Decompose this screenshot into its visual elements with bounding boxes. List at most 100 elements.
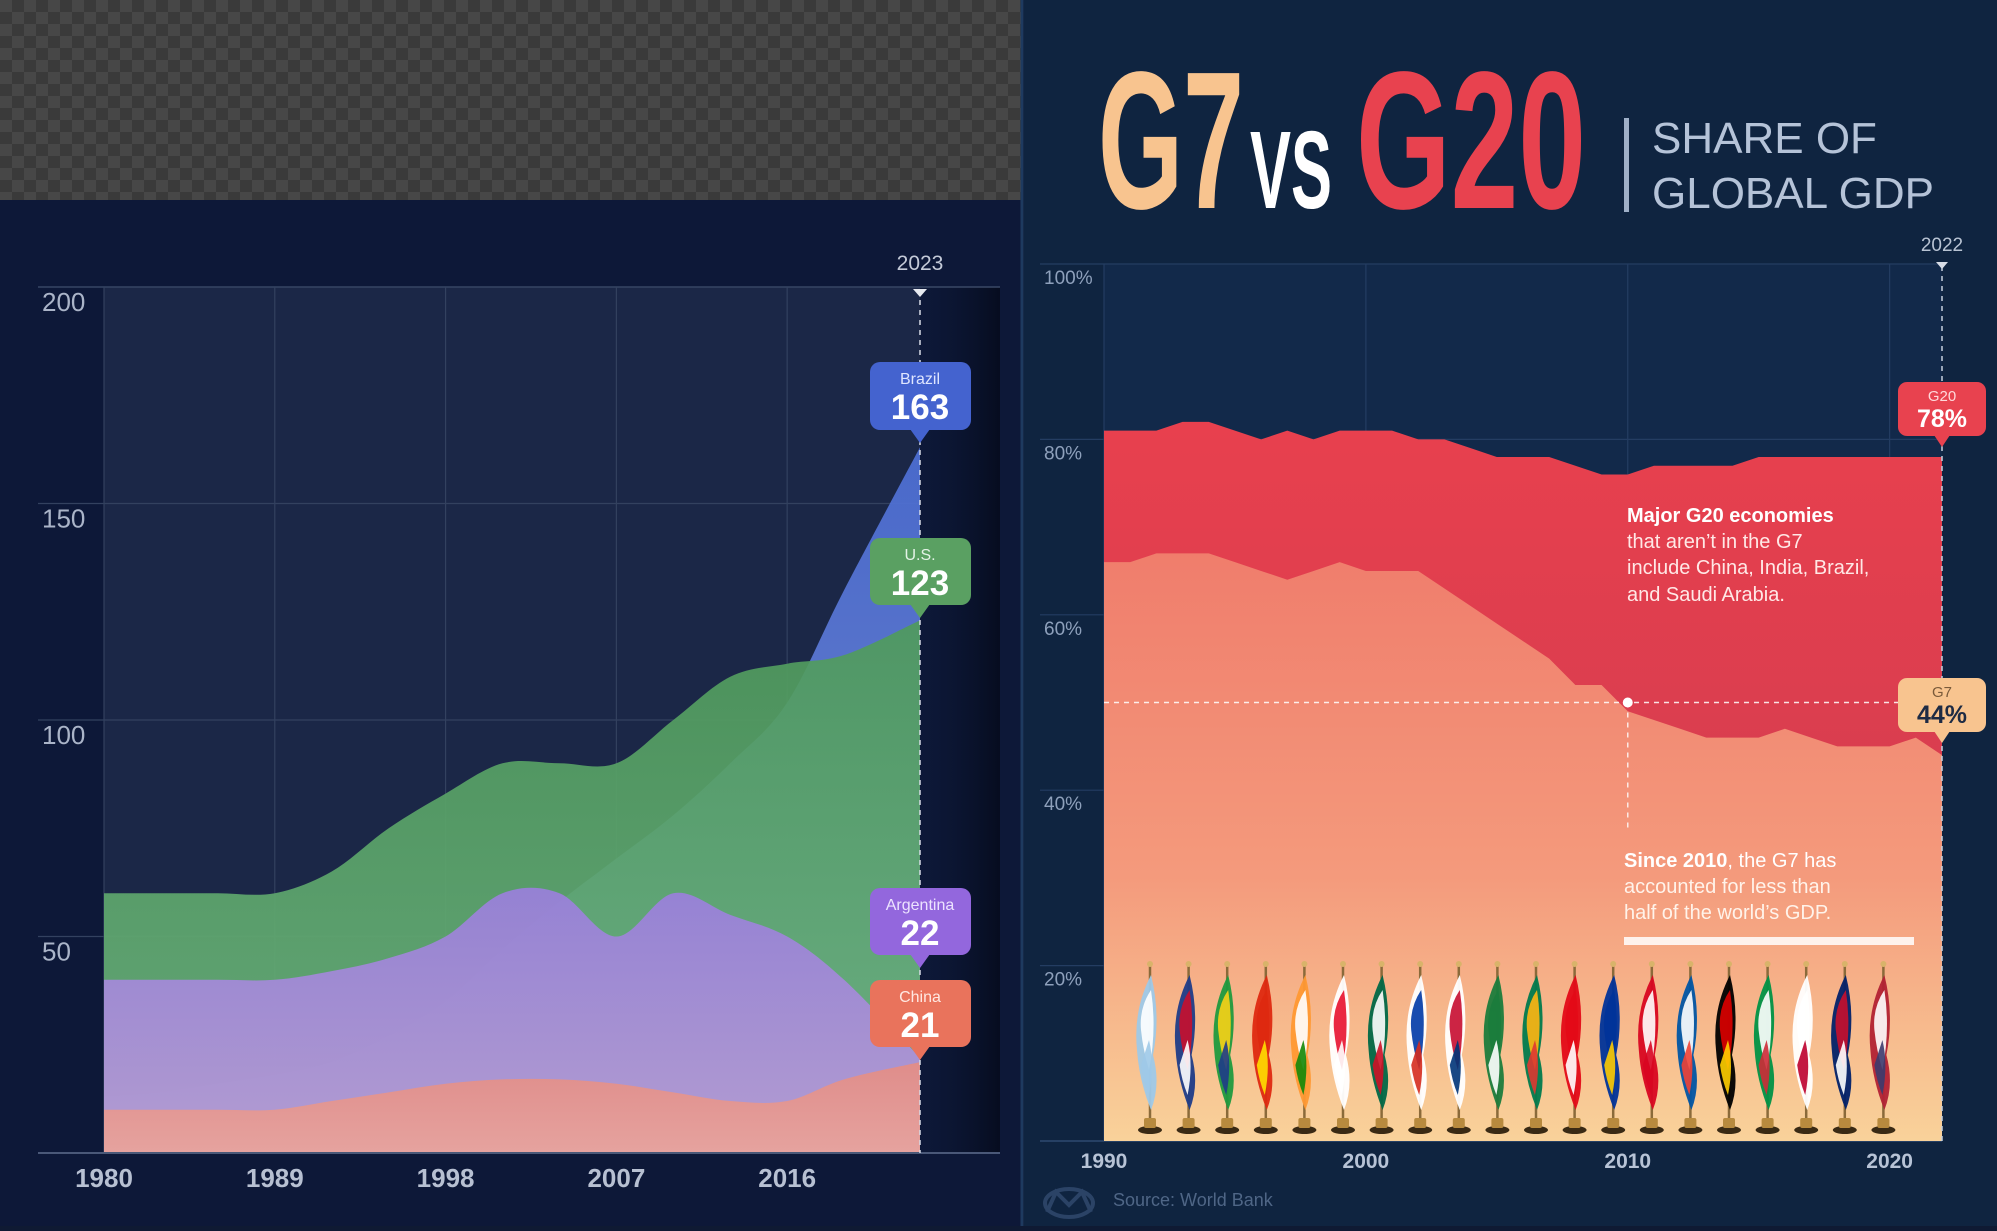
callout-us-box — [870, 538, 971, 605]
left-y-tick-label: 50 — [42, 937, 71, 967]
callout-china-value: 21 — [901, 1006, 940, 1045]
left-x-tick-label: 2007 — [587, 1163, 645, 1193]
right-marker-arrow — [1936, 262, 1948, 269]
callout-argentina-pointer — [910, 954, 930, 968]
flag-icon — [1676, 961, 1703, 1134]
callout-brazil: Brazil 163 — [870, 362, 971, 443]
right-x-tick-label: 2020 — [1866, 1150, 1913, 1173]
callout-g20-value: 78% — [1917, 405, 1967, 433]
flag-icon — [1174, 961, 1201, 1134]
title-divider — [1624, 118, 1629, 212]
left-x-axis: 1980 1989 1998 2007 2016 — [75, 1163, 816, 1193]
left-series — [104, 447, 920, 1154]
flag-icon — [1367, 961, 1394, 1134]
callout-g20-name: G20 — [1928, 388, 1956, 405]
callout-argentina-value: 22 — [901, 914, 940, 953]
flag-icon — [1715, 961, 1741, 1134]
flag-icon — [1869, 961, 1896, 1134]
annotation-g7-line3: half of the world’s GDP. — [1624, 902, 1831, 924]
right-y-tick-label: 60% — [1044, 619, 1082, 640]
callout-g20-pointer — [1934, 435, 1950, 447]
subtitle-line1: SHARE OF — [1652, 114, 1877, 163]
callout-us: U.S. 123 — [870, 538, 971, 618]
callout-argentina-name: Argentina — [886, 897, 955, 914]
since-2010-marker-dot — [1622, 697, 1633, 708]
title-g20: G20 — [1356, 31, 1586, 250]
callout-g7: G7 44% — [1898, 678, 1986, 743]
left-y-axis: 50 100 150 200 — [42, 287, 85, 967]
annotation-g20-line3: include China, India, Brazil, — [1627, 557, 1869, 579]
callout-china-box — [870, 980, 971, 1047]
callout-g7-name: G7 — [1932, 684, 1952, 701]
callout-china: China 21 — [870, 980, 971, 1060]
left-marker-label: 2023 — [897, 252, 944, 275]
flag-icon — [1290, 961, 1317, 1134]
area-argentina — [104, 887, 920, 1153]
annotation-g20-line2: that aren’t in the G7 — [1627, 531, 1803, 553]
left-x-tick-label: 1998 — [417, 1163, 475, 1193]
flag-icon — [1483, 961, 1510, 1134]
flag-icon — [1329, 961, 1355, 1134]
callout-us-value: 123 — [891, 564, 949, 603]
callout-g7-box — [1898, 678, 1986, 732]
right-x-tick-label: 2010 — [1604, 1150, 1651, 1173]
callout-china-name: China — [899, 989, 941, 1006]
transparent-background — [0, 0, 1022, 200]
title-vs: VS — [1250, 109, 1332, 232]
left-marker-arrow — [913, 289, 927, 297]
right-y-tick-label: 40% — [1044, 794, 1082, 815]
annotation-g20-line4: and Saudi Arabia. — [1627, 584, 1785, 606]
annotation-g7-line2: accounted for less than — [1624, 876, 1831, 898]
callout-us-pointer — [910, 604, 930, 618]
callout-brazil-name: Brazil — [900, 371, 940, 388]
flag-icon — [1213, 961, 1240, 1134]
right-x-axis: 1990 2000 2010 2020 — [1081, 1150, 1913, 1173]
left-x-tick-label: 1980 — [75, 1163, 133, 1193]
flag-icon — [1638, 961, 1664, 1134]
callout-g7-pointer — [1934, 731, 1950, 743]
right-y-tick-label: 80% — [1044, 443, 1082, 464]
callout-g7-value: 44% — [1917, 701, 1967, 729]
left-x-tick-label: 2016 — [758, 1163, 816, 1193]
flag-icon — [1252, 961, 1278, 1134]
callout-china-pointer — [910, 1046, 930, 1060]
flag-icon — [1831, 961, 1857, 1134]
right-x-tick-label: 1990 — [1081, 1150, 1128, 1173]
callout-brazil-value: 163 — [891, 388, 949, 427]
flag-icon — [1560, 961, 1587, 1134]
callout-brazil-pointer — [910, 429, 930, 443]
g20-flags-row — [1136, 961, 1896, 1134]
right-x-tick-label: 2000 — [1343, 1150, 1390, 1173]
callout-argentina: Argentina 22 — [870, 888, 971, 968]
right-y-tick-label: 20% — [1044, 970, 1082, 991]
left-y-tick-label: 150 — [42, 504, 85, 534]
annotation-underline-bar — [1624, 937, 1914, 945]
flag-icon — [1406, 961, 1433, 1134]
annotation-g7-bold: Since 2010 — [1624, 850, 1727, 872]
callout-us-name: U.S. — [904, 547, 935, 564]
right-y-tick-label: 100% — [1044, 268, 1093, 289]
callout-argentina-box — [870, 888, 971, 955]
flag-icon — [1136, 961, 1162, 1134]
source-text: Source: World Bank — [1113, 1190, 1274, 1210]
callout-g20-box — [1898, 382, 1986, 436]
annotation-g20-bold: Major G20 economies — [1627, 505, 1834, 527]
callout-brazil-box — [870, 362, 971, 430]
subtitle-line2: GLOBAL GDP — [1652, 169, 1934, 218]
flag-icon — [1753, 961, 1780, 1134]
right-y-axis: 20% 40% 60% 80% 100% — [1044, 268, 1093, 991]
flag-icon — [1792, 961, 1819, 1134]
flag-icon — [1445, 961, 1471, 1134]
callout-g20: G20 78% — [1898, 382, 1986, 447]
flag-icon — [1522, 961, 1548, 1134]
annotation-g7-line1-rest: , the G7 has — [1727, 850, 1836, 872]
area-china — [104, 1062, 920, 1153]
source-logo-icon — [1043, 1187, 1095, 1219]
right-marker-label: 2022 — [1921, 235, 1963, 256]
left-y-tick-label: 200 — [42, 287, 85, 317]
left-y-tick-label: 100 — [42, 720, 85, 750]
left-x-tick-label: 1989 — [246, 1163, 304, 1193]
left-panel: 50 100 150 200 1980 1989 1998 2007 2016 2023 Br… — [0, 0, 1022, 1193]
flag-icon — [1599, 961, 1626, 1134]
